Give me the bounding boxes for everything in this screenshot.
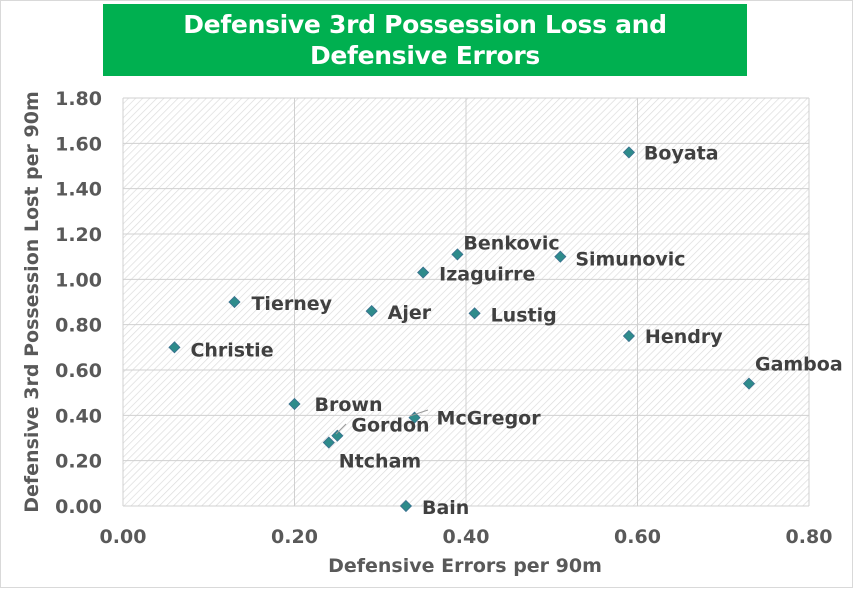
data-point-marker [322,436,335,449]
data-point-marker [554,250,567,263]
data-point-label: Gordon [351,415,429,437]
data-point-marker [168,341,181,354]
data-point-label: Tierney [251,293,332,315]
data-point-label: Christie [190,339,273,361]
x-tick-label: 0.00 [100,526,147,548]
data-point-label: Simunovic [575,249,685,271]
data-point-marker [417,266,430,279]
data-point-label: Bain [422,497,469,519]
data-point-marker [228,295,241,309]
y-tick-label: 1.80 [55,88,102,110]
y-tick-label: 0.40 [55,405,102,427]
data-point-marker [288,397,301,411]
data-point-label: Ntcham [339,451,421,473]
x-tick-label: 0.40 [443,526,490,548]
x-tick-label: 0.60 [614,526,661,548]
y-tick-label: 1.00 [55,269,102,291]
data-point-label: Brown [315,394,383,416]
data-point-marker [365,305,378,318]
data-point-marker [622,329,635,343]
y-tick-label: 0.80 [55,315,102,337]
y-tick-label: 0.60 [55,360,102,382]
data-point-label: Boyata [644,142,719,164]
label-leader-line [335,423,347,435]
y-tick-label: 1.20 [55,224,102,246]
y-tick-label: 0.00 [55,496,102,518]
data-point-marker [399,499,413,513]
chart-title: Defensive 3rd Possession Loss and Defens… [103,4,747,76]
data-point-label: Hendry [645,326,723,348]
y-tick-label: 0.20 [55,451,102,473]
data-point-marker [331,429,344,442]
data-point-label: Lustig [491,304,557,326]
data-point-label: Ajer [388,302,432,324]
y-tick-label: 1.60 [55,133,102,155]
label-leader-line [409,409,429,417]
data-point-label: Izaguirre [439,264,535,286]
data-point-label: Gamboa [755,354,843,376]
data-point-label: Benkovic [463,232,559,254]
x-axis-title: Defensive Errors per 90m [328,555,602,577]
data-point-label: McGregor [437,408,542,430]
x-tick-label: 0.80 [786,526,833,548]
data-point-marker [742,377,756,390]
data-point-marker [622,146,635,159]
x-tick-label: 0.20 [271,526,318,548]
y-axis-title: Defensive 3rd Possession Lost per 90m [21,91,43,513]
data-point-marker [451,248,464,261]
data-point-marker [468,307,481,320]
y-tick-label: 1.40 [55,179,102,201]
